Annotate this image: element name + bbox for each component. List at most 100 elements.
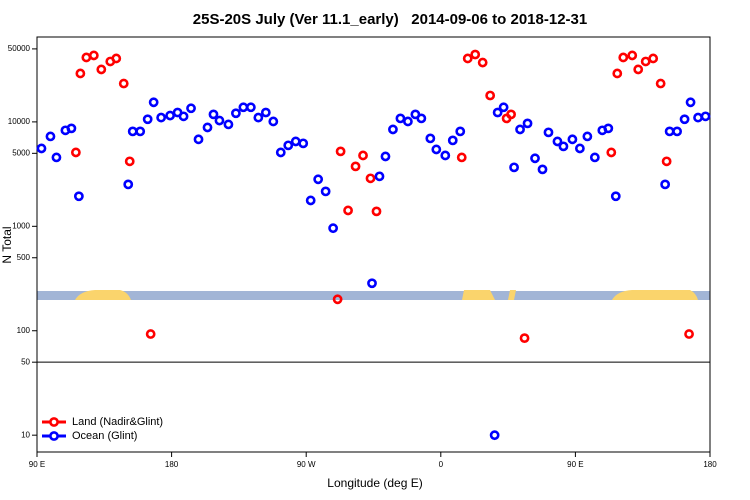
point (253, 112, 264, 123)
point (156, 112, 167, 123)
point (96, 64, 107, 75)
y-tick-label: 500 (17, 253, 31, 262)
point (145, 329, 156, 339)
point (214, 115, 225, 126)
point (335, 146, 346, 157)
point (506, 109, 516, 120)
point (142, 114, 153, 125)
point (231, 108, 241, 119)
point (618, 52, 629, 63)
point (305, 195, 316, 206)
point (290, 136, 301, 147)
point (664, 126, 675, 137)
point (374, 171, 385, 182)
point (509, 162, 519, 173)
point (574, 143, 585, 154)
point (186, 103, 196, 114)
x-tick-label: 180 (165, 460, 179, 469)
point (440, 150, 451, 161)
chart-title: 25S-20S July (Ver 11.1_early) 2014-09-06… (193, 11, 587, 28)
point (552, 136, 563, 147)
point (402, 116, 413, 127)
point (633, 64, 644, 75)
point (655, 78, 666, 89)
point (395, 113, 406, 124)
point (582, 131, 593, 142)
point (606, 147, 617, 158)
point (365, 173, 376, 184)
point (123, 179, 134, 190)
point (73, 191, 84, 202)
point (489, 430, 500, 441)
point (470, 49, 481, 60)
point (519, 333, 530, 344)
x-tick-label: 90 W (297, 460, 316, 469)
point (492, 107, 503, 118)
legend-marker (49, 417, 59, 427)
point (313, 174, 324, 185)
point (684, 329, 694, 339)
y-tick-label: 100 (17, 326, 31, 335)
y-tick-label: 5000 (12, 148, 30, 157)
legend-label: Land (Nadir&Glint) (72, 416, 163, 428)
point (268, 116, 279, 127)
point (640, 56, 651, 67)
y-tick-label: 1000 (12, 221, 30, 230)
point (498, 102, 509, 113)
map-strip (37, 290, 710, 300)
land-patch (612, 290, 698, 300)
point (627, 50, 638, 61)
point (530, 153, 540, 164)
point (537, 164, 548, 175)
point (298, 138, 309, 149)
point (485, 90, 496, 101)
point (477, 57, 488, 68)
point (178, 111, 189, 122)
point (380, 151, 391, 162)
point (135, 126, 146, 137)
y-tick-label: 50 (21, 357, 30, 366)
point (165, 110, 176, 121)
point (245, 102, 256, 113)
legend-marker (49, 431, 59, 441)
point (111, 53, 122, 64)
point (66, 123, 77, 134)
point (81, 52, 92, 63)
x-axis-label: Longitude (deg E) (327, 476, 422, 490)
point (193, 134, 204, 145)
point (610, 191, 621, 202)
land-patch (462, 290, 495, 300)
point (124, 156, 135, 167)
point (685, 97, 696, 108)
point (358, 150, 368, 161)
y-tick-label: 50000 (8, 44, 31, 53)
point (75, 68, 86, 79)
plot-frame (36, 36, 711, 453)
point (425, 133, 436, 144)
point (462, 53, 473, 64)
point (455, 126, 466, 137)
point (648, 53, 659, 64)
point (456, 152, 467, 163)
ocean-band (37, 291, 710, 300)
point (371, 206, 382, 217)
point (208, 109, 219, 120)
point (567, 134, 578, 145)
point (661, 156, 672, 167)
point (612, 68, 623, 79)
point (416, 113, 427, 124)
point (88, 50, 99, 61)
point (260, 107, 271, 118)
point (522, 118, 533, 129)
point (589, 152, 600, 163)
point (388, 124, 398, 135)
land-patch (75, 290, 131, 300)
point (36, 143, 47, 154)
point (660, 179, 671, 190)
point (238, 102, 249, 113)
x-tick-label: 180 (703, 460, 717, 469)
point (672, 126, 682, 137)
point (332, 294, 343, 305)
point (320, 186, 331, 197)
